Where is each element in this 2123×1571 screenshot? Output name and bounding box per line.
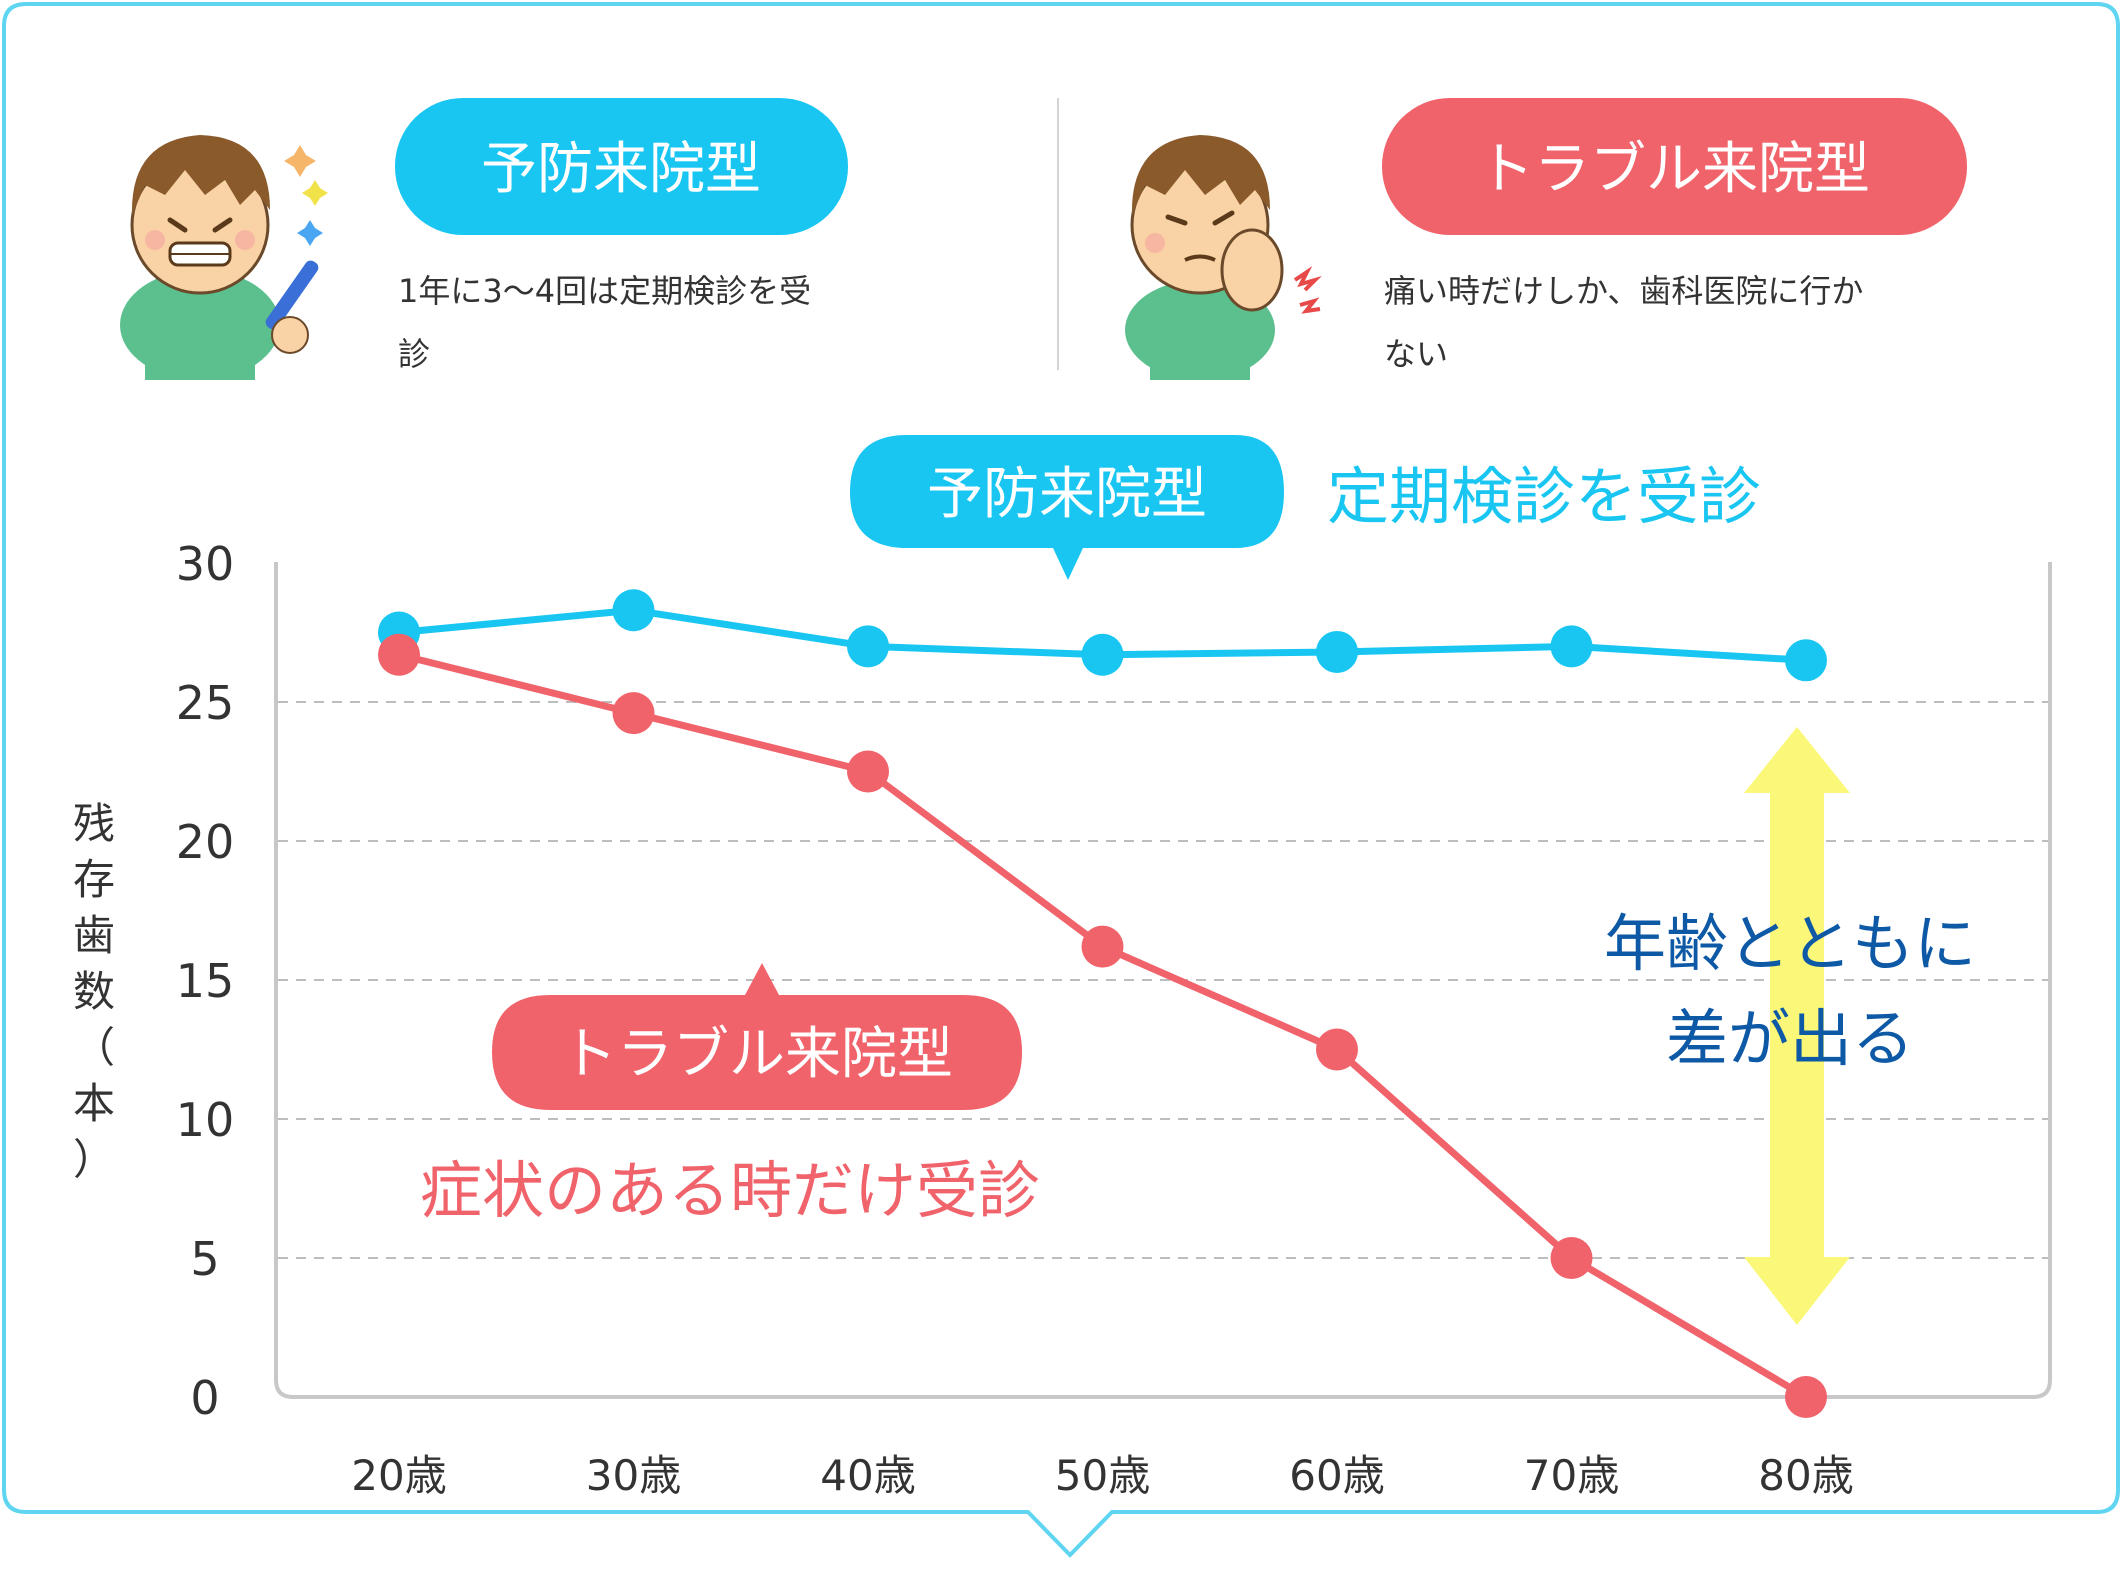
x-axis-ticks: 20歳 30歳 40歳 50歳 60歳 70歳 80歳	[351, 1451, 1853, 1500]
data-point	[1316, 630, 1358, 673]
data-point	[1785, 1376, 1827, 1418]
prevent-callout-bubble	[850, 435, 1284, 580]
prevent-caption: 定期検診を受診	[1327, 460, 1761, 533]
prevent-badge-label: 予防来院型	[481, 137, 761, 202]
y-tick-label: 0	[190, 1371, 219, 1425]
prevent-callout-label: 予防来院型	[927, 462, 1207, 527]
trouble-caption: 症状のある時だけ受診	[420, 1154, 1040, 1227]
y-tick-label: 5	[190, 1232, 219, 1286]
y-axis-label-char: （	[73, 1023, 115, 1072]
x-tick-label: 40歳	[820, 1451, 915, 1500]
data-point	[612, 692, 655, 735]
y-tick-label: 20	[176, 815, 235, 869]
y-tick-label: 25	[176, 676, 235, 730]
y-axis-label-char: 存	[73, 855, 115, 904]
data-point	[1550, 1237, 1593, 1279]
trouble-callout-bubble	[492, 963, 1022, 1110]
y-tick-label: 30	[176, 537, 235, 591]
prevent-badge	[395, 98, 848, 235]
data-point	[847, 750, 889, 793]
data-point	[1785, 639, 1827, 682]
gap-arrow	[1744, 727, 1850, 1325]
data-point	[1550, 625, 1593, 668]
gap-note-line2: 差が出る	[1666, 1002, 1914, 1075]
data-point	[847, 625, 889, 668]
prevent-description: 1年に3～4回は定期検診を受	[398, 272, 811, 310]
data-point	[1316, 1028, 1358, 1071]
trouble-illustration	[1125, 135, 1322, 380]
trouble-description-cont: ない	[1384, 335, 1448, 373]
y-axis-label-char: ）	[73, 1135, 115, 1184]
y-tick-label: 10	[176, 1093, 235, 1147]
y-axis-label-char: 数	[73, 967, 115, 1016]
chart-grid	[278, 701, 2048, 1259]
x-tick-label: 70歳	[1524, 1451, 1619, 1500]
x-tick-label: 20歳	[351, 1451, 446, 1500]
trouble-badge	[1382, 98, 1967, 235]
chart-series	[378, 589, 1827, 1418]
trouble-callout-label: トラブル来院型	[561, 1022, 953, 1087]
prevent-illustration	[120, 135, 328, 380]
x-tick-label: 60歳	[1289, 1451, 1384, 1500]
plot-frame	[274, 562, 2052, 1399]
y-tick-label: 15	[176, 954, 235, 1008]
y-axis-ticks: 30 25 20 15 10 5 0	[176, 537, 235, 1425]
gap-note-line1: 年齢とともに	[1604, 907, 1976, 980]
data-point	[1081, 633, 1124, 676]
x-tick-label: 30歳	[586, 1451, 681, 1500]
data-point	[378, 633, 420, 676]
trouble-badge-label: トラブル来院型	[1478, 137, 1870, 202]
y-axis-label-char: 本	[73, 1079, 115, 1128]
x-tick-label: 80歳	[1758, 1451, 1853, 1500]
data-point	[612, 589, 655, 632]
x-tick-label: 50歳	[1055, 1451, 1150, 1500]
y-axis-label-char: 歯	[73, 911, 115, 960]
trouble-description: 痛い時だけしか、歯科医院に行か	[1384, 272, 1863, 310]
prevent-description-cont: 診	[398, 335, 430, 373]
data-point	[1081, 925, 1124, 968]
y-axis-label-char: 残	[73, 799, 115, 848]
